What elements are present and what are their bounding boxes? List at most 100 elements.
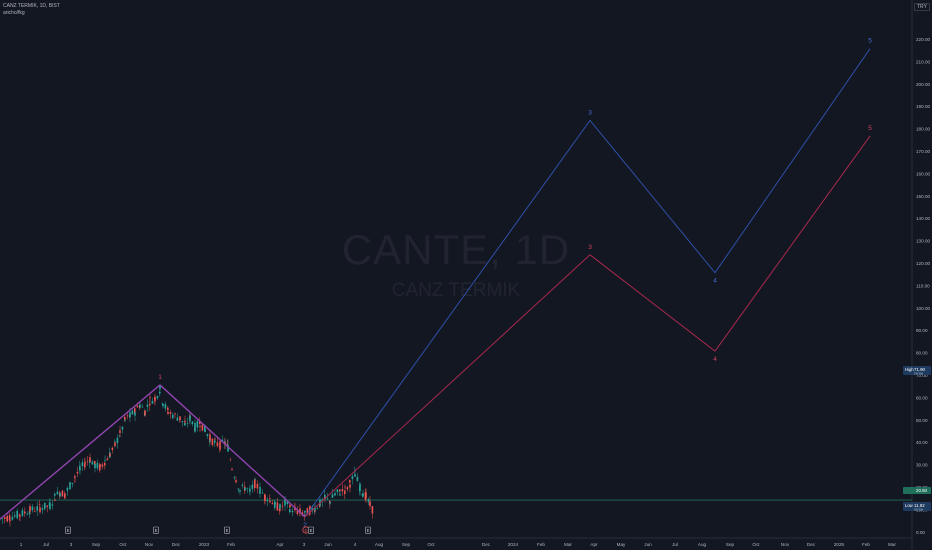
candle — [244, 487, 246, 491]
candle — [149, 403, 151, 406]
wave-label: 5 — [868, 125, 872, 132]
candle — [324, 497, 326, 498]
event-marker-label: E — [226, 528, 229, 533]
candle — [214, 440, 216, 443]
trend-line[interactable] — [0, 384, 161, 520]
high-badge — [903, 366, 931, 375]
price-tick-label: 160.00 — [916, 171, 930, 176]
candle — [36, 506, 38, 511]
event-marker[interactable]: E — [224, 526, 230, 534]
wave-projection-red[interactable] — [304, 135, 871, 518]
price-tick-label: 190.00 — [916, 104, 930, 109]
candle — [139, 404, 141, 408]
candle — [291, 510, 294, 513]
candle — [61, 490, 64, 497]
candle — [46, 505, 48, 507]
candle — [1, 518, 4, 520]
event-marker[interactable]: E — [365, 526, 371, 534]
price-tick-label: 40.00 — [916, 440, 928, 445]
candle — [186, 422, 189, 424]
candle — [151, 401, 154, 404]
low-badge — [903, 502, 931, 511]
symbol-title[interactable]: CANZ TERMIK, 1D, BIST — [3, 3, 60, 9]
candle — [365, 492, 367, 498]
candle — [119, 430, 121, 433]
candle — [237, 488, 240, 490]
time-tick-label: Sep — [726, 542, 735, 547]
chart-header: CANZ TERMIK, 1D, BIST aricho/fkg — [3, 3, 60, 17]
candle — [54, 499, 56, 501]
event-marker[interactable]: E — [65, 526, 71, 534]
candle — [99, 464, 101, 467]
candle — [261, 492, 264, 494]
candle — [106, 458, 109, 461]
candle — [306, 508, 309, 516]
candle — [156, 396, 159, 399]
candle — [38, 504, 41, 505]
trend-line[interactable] — [159, 384, 306, 518]
candle — [131, 410, 134, 415]
candle — [29, 506, 31, 512]
candle — [14, 515, 16, 517]
event-marker-box — [308, 526, 314, 534]
time-tick-label: Sep — [402, 542, 411, 547]
time-tick-label: Apr — [590, 542, 598, 547]
candle — [51, 504, 54, 506]
candle — [11, 516, 14, 520]
candle — [49, 503, 51, 510]
high-badge-sub: 1W 30d — [914, 371, 923, 375]
price-tick-label: 130.00 — [916, 239, 930, 244]
candle — [26, 513, 28, 515]
candle — [246, 488, 249, 490]
candle — [194, 422, 196, 432]
event-marker-label: E — [310, 528, 313, 533]
time-tick-label: Oct — [752, 542, 760, 547]
candle — [289, 509, 291, 512]
candle — [141, 406, 144, 408]
current-price-badge-value: 20.50 — [916, 488, 928, 493]
candle — [189, 415, 191, 422]
candle — [181, 421, 184, 423]
event-marker-box — [224, 526, 230, 534]
price-tick-label: 50.00 — [916, 418, 928, 423]
event-marker[interactable]: E — [153, 526, 159, 534]
candle — [199, 426, 201, 428]
time-tick-label: 2025 — [834, 542, 845, 547]
event-marker[interactable]: E — [308, 526, 314, 534]
wave-label: 2 — [303, 522, 307, 529]
candle — [69, 482, 71, 490]
candle — [276, 502, 279, 511]
candle — [233, 477, 236, 478]
candle — [169, 412, 172, 414]
candle — [79, 468, 81, 470]
currency-button[interactable]: TRY — [914, 3, 930, 11]
candle — [216, 442, 219, 446]
candle — [259, 486, 261, 494]
candle — [204, 428, 206, 432]
candle — [136, 405, 139, 408]
candle — [114, 442, 116, 446]
candle — [371, 506, 374, 514]
candle — [211, 438, 214, 445]
candle — [19, 515, 21, 517]
candle — [174, 413, 176, 415]
wave-label: 3 — [588, 109, 592, 116]
candle — [149, 397, 151, 399]
time-axis[interactable]: 1 Jul 3 Sep Oct Nov Dec 2023 Feb Apr 3 Jun 4 Aug Sep Oc… — [0, 537, 912, 547]
candle — [201, 424, 204, 431]
low-badge-sub: 1W 30d — [914, 507, 923, 511]
candle — [109, 453, 111, 457]
wave-projection-blue[interactable] — [304, 48, 871, 518]
drawings[interactable]: 2 3 4 5 1 3 4 5 — [0, 38, 872, 529]
candle — [254, 478, 256, 480]
candle — [172, 414, 174, 419]
candle — [4, 517, 6, 519]
candle — [101, 464, 104, 467]
time-tick-label: Mar — [564, 542, 572, 547]
candle — [96, 462, 99, 469]
wave-label: 4 — [713, 356, 717, 363]
high-badge-label: High — [905, 367, 914, 372]
